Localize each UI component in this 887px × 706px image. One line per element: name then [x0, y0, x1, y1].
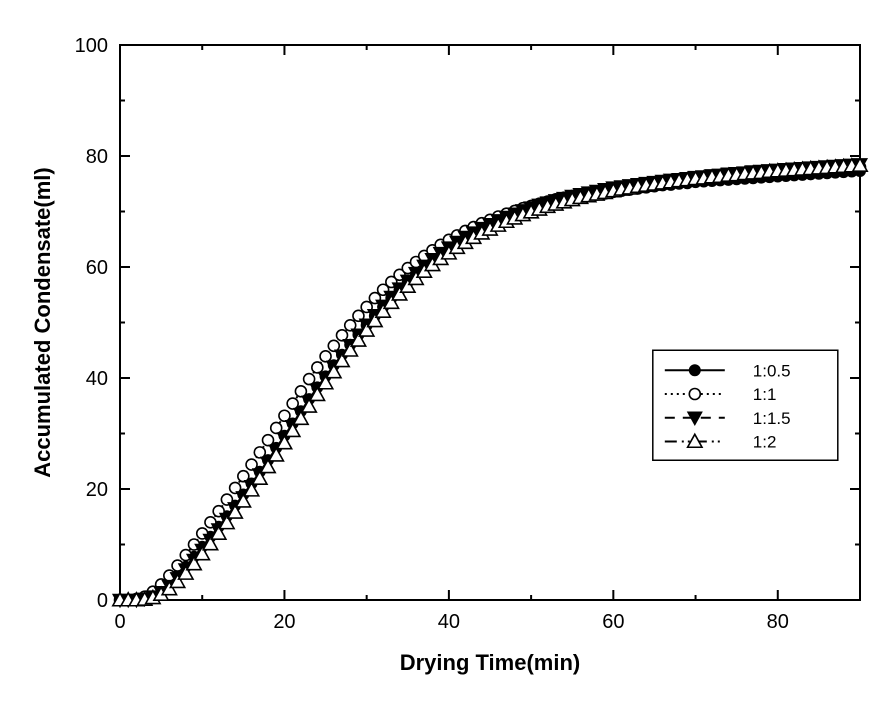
y-tick-label: 60	[86, 257, 108, 279]
legend-label: 1:2	[753, 433, 777, 452]
y-tick-label: 100	[75, 35, 108, 57]
x-axis-label: Drying Time(min)	[400, 650, 581, 675]
x-tick-label: 40	[438, 611, 460, 633]
y-axis-label: Accumulated Condensate(ml)	[30, 167, 55, 478]
y-tick-label: 80	[86, 146, 108, 168]
x-tick-label: 60	[602, 611, 624, 633]
legend-label: 1:1	[753, 385, 777, 404]
x-tick-label: 0	[114, 611, 125, 633]
y-tick-label: 20	[86, 479, 108, 501]
x-tick-label: 20	[273, 611, 295, 633]
legend-label: 1:1.5	[753, 409, 791, 428]
y-tick-label: 0	[97, 590, 108, 612]
legend: 1:0.5 1:1 1:1.5 1:2	[653, 350, 838, 460]
legend-label: 1:0.5	[753, 361, 791, 380]
chart-container: 0 20 40 60 80 Drying Time(min) 0 20 40 60 80 100 Acc…	[0, 0, 887, 706]
x-tick-label: 80	[767, 611, 789, 633]
y-tick-label: 40	[86, 368, 108, 390]
